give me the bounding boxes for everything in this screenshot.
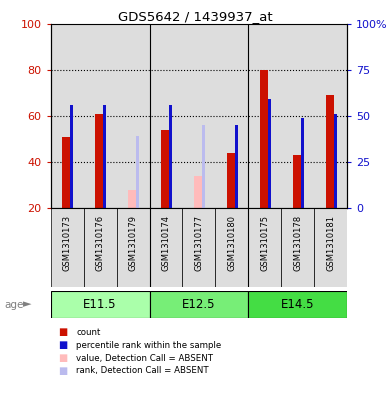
Text: GSM1310180: GSM1310180 (227, 215, 236, 270)
Text: GSM1310175: GSM1310175 (260, 215, 269, 270)
Bar (281, 208, 314, 287)
Bar (183, 208, 215, 287)
Bar (314, 24, 347, 208)
Bar (149, 208, 183, 287)
Bar (314, 208, 347, 287)
Text: rank, Detection Call = ABSENT: rank, Detection Call = ABSENT (76, 367, 209, 375)
Bar (227, 153, 235, 208)
Bar (95, 114, 103, 208)
Bar (281, 24, 314, 208)
Bar (51, 208, 83, 287)
Text: E12.5: E12.5 (182, 298, 216, 311)
Bar (248, 24, 281, 208)
Text: ■: ■ (58, 366, 68, 376)
Text: percentile rank within the sample: percentile rank within the sample (76, 341, 221, 349)
Text: value, Detection Call = ABSENT: value, Detection Call = ABSENT (76, 354, 213, 362)
Text: GSM1310174: GSM1310174 (161, 215, 170, 270)
Bar (235, 125, 238, 208)
Bar (333, 114, 337, 208)
Bar (169, 105, 172, 208)
Bar (117, 208, 149, 287)
Bar (202, 125, 205, 208)
Bar (215, 24, 248, 208)
Bar (183, 24, 215, 208)
Text: GSM1310177: GSM1310177 (194, 215, 204, 271)
Bar (149, 291, 248, 318)
Text: GSM1310176: GSM1310176 (96, 215, 105, 271)
Bar (293, 155, 301, 208)
Bar (62, 137, 71, 208)
Bar (215, 208, 248, 287)
Text: E14.5: E14.5 (281, 298, 314, 311)
Text: ■: ■ (58, 327, 68, 337)
Text: GSM1310181: GSM1310181 (326, 215, 335, 270)
Bar (248, 291, 347, 318)
Bar (268, 99, 271, 208)
Bar (260, 70, 268, 208)
Text: GDS5642 / 1439937_at: GDS5642 / 1439937_at (118, 10, 272, 23)
Bar (70, 105, 73, 208)
Bar (83, 208, 117, 287)
Bar (103, 105, 106, 208)
Bar (136, 136, 139, 208)
Text: ■: ■ (58, 353, 68, 363)
Text: GSM1310179: GSM1310179 (129, 215, 138, 270)
Bar (194, 176, 202, 208)
Bar (326, 95, 334, 208)
Bar (117, 24, 149, 208)
Text: GSM1310173: GSM1310173 (63, 215, 72, 271)
Bar (51, 291, 149, 318)
Text: GSM1310178: GSM1310178 (293, 215, 302, 271)
Text: ■: ■ (58, 340, 68, 350)
Text: E11.5: E11.5 (83, 298, 117, 311)
Bar (149, 24, 183, 208)
Text: count: count (76, 328, 101, 336)
Bar (128, 190, 136, 208)
Bar (248, 208, 281, 287)
Text: ►: ► (23, 299, 32, 310)
Bar (301, 118, 304, 208)
Bar (51, 24, 83, 208)
Bar (161, 130, 169, 208)
Bar (83, 24, 117, 208)
Text: age: age (4, 299, 23, 310)
